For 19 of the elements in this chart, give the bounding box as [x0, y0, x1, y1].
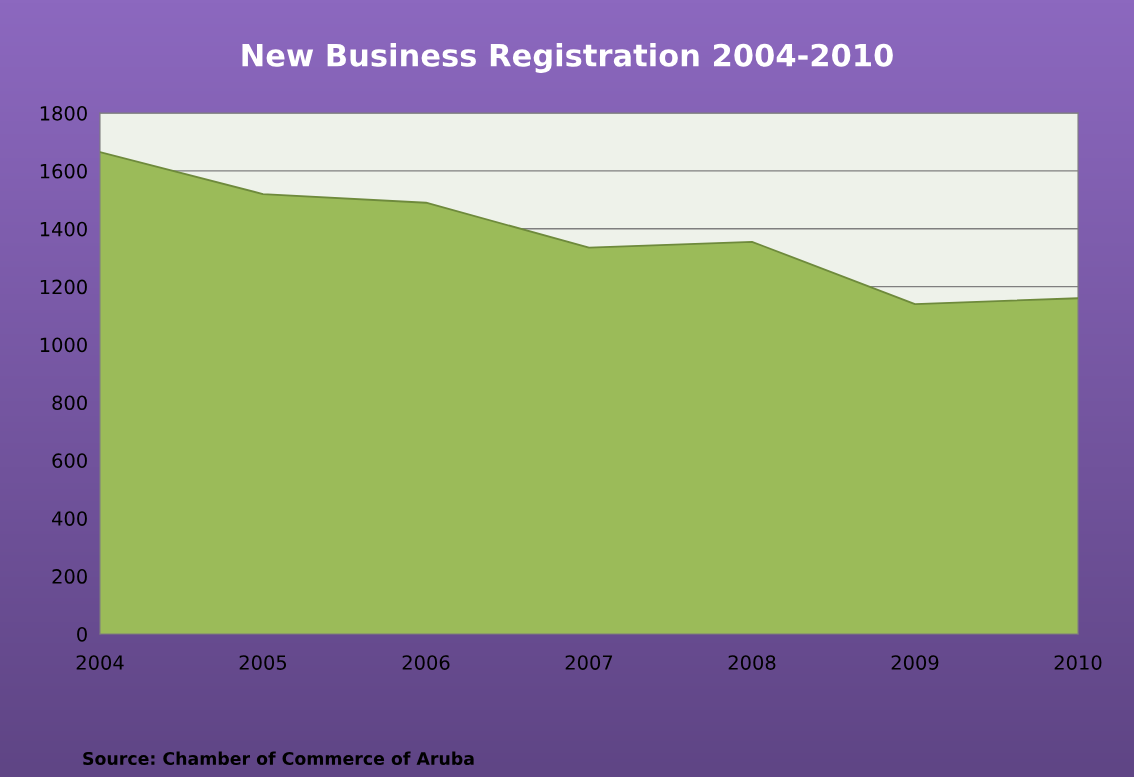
source-note: Source: Chamber of Commerce of Aruba: [83, 751, 474, 766]
x-tick-label: 2004: [76, 655, 124, 670]
chart-title: New Business Registration 2004-2010: [242, 43, 893, 73]
y-tick-label: 1200: [40, 279, 87, 295]
x-tick-label: 2010: [1054, 655, 1102, 670]
x-tick-label: 2008: [728, 655, 776, 670]
y-tick-label: 400: [52, 511, 87, 526]
x-tick-label: 2009: [891, 655, 939, 670]
y-tick-label: 0: [77, 626, 87, 642]
y-tick-label: 1800: [40, 105, 87, 121]
y-tick-label: 1600: [40, 163, 87, 179]
y-tick-label: 800: [52, 395, 87, 411]
x-tick-label: 2007: [565, 655, 613, 670]
y-tick-label: 200: [52, 569, 87, 584]
y-tick-label: 600: [52, 453, 87, 468]
y-tick-label: 1000: [40, 337, 87, 353]
x-tick-label: 2006: [402, 655, 450, 670]
x-tick-label: 2005: [239, 655, 287, 670]
y-tick-label: 1400: [40, 221, 87, 237]
